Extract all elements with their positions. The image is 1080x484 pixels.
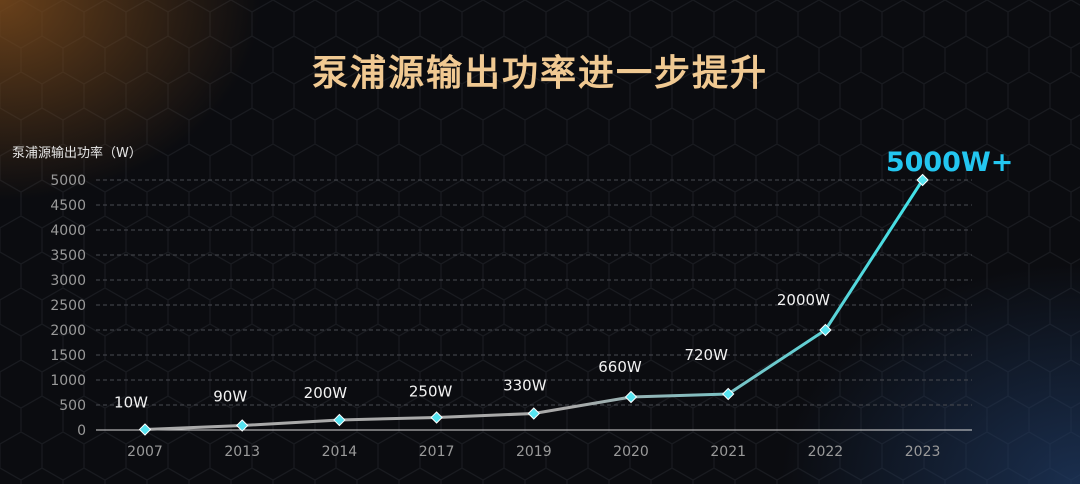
data-label: 90W [213, 388, 247, 406]
x-tick-label: 2013 [224, 444, 260, 460]
y-tick-label: 0 [77, 423, 86, 439]
y-tick-label: 3500 [50, 248, 86, 264]
data-label: 10W [114, 394, 148, 412]
data-point-marker [138, 423, 152, 436]
grid-lines [96, 179, 972, 406]
data-label: 250W [409, 383, 453, 401]
x-tick-label: 2023 [905, 444, 941, 460]
data-point-marker [819, 323, 832, 337]
y-tick-label: 1000 [50, 373, 86, 389]
x-tick-label: 2019 [516, 444, 552, 460]
data-labels: 10W 90W 200W 250W 330W 660W 720W 2000W 5000W+ [114, 147, 1013, 412]
y-tick-label: 2500 [50, 298, 86, 314]
x-tick-label: 2022 [808, 444, 844, 460]
data-point-marker [235, 419, 249, 432]
data-point-marker [916, 173, 929, 187]
data-point-marker [721, 387, 735, 401]
data-point-marker [430, 411, 443, 424]
x-tick-label: 2017 [419, 444, 455, 460]
data-label: 330W [503, 377, 547, 395]
data-label: 660W [598, 358, 642, 376]
data-point-marker [624, 390, 638, 404]
y-tick-label: 3000 [50, 273, 86, 289]
y-tick-labels: 0 500 1000 1500 2000 2500 3000 3500 4000 4500 5000 [50, 173, 86, 439]
data-label: 2000W [777, 291, 830, 309]
y-axis-label: 泵浦源输出功率（W） [12, 146, 142, 161]
data-label: 720W [684, 346, 728, 364]
x-tick-label: 2020 [613, 444, 649, 460]
y-tick-label: 4000 [50, 223, 86, 239]
x-tick-label: 2021 [710, 444, 746, 460]
y-tick-label: 4500 [50, 198, 86, 214]
data-label-highlight: 5000W+ [886, 147, 1014, 178]
data-point-marker [333, 413, 346, 427]
data-markers [138, 173, 929, 436]
y-tick-label: 2000 [50, 323, 86, 339]
y-tick-label: 500 [59, 398, 86, 414]
y-tick-label: 1500 [50, 348, 86, 364]
x-tick-label: 2007 [127, 444, 163, 460]
x-tick-label: 2014 [322, 444, 358, 460]
data-label: 200W [304, 384, 348, 402]
x-tick-labels: 2007 2013 2014 2017 2019 2020 2021 2022 2023 [127, 444, 940, 460]
y-tick-label: 5000 [50, 173, 86, 189]
chart-title: 泵浦源输出功率进一步提升 [311, 53, 768, 94]
data-point-marker [527, 407, 541, 420]
